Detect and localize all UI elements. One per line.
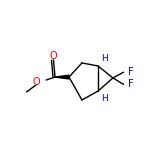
Text: H: H xyxy=(101,54,107,63)
Polygon shape xyxy=(55,75,69,79)
Text: O: O xyxy=(50,51,57,61)
Text: O: O xyxy=(32,77,40,87)
Text: H: H xyxy=(101,94,107,103)
Text: F: F xyxy=(128,79,134,89)
Text: F: F xyxy=(128,67,134,77)
